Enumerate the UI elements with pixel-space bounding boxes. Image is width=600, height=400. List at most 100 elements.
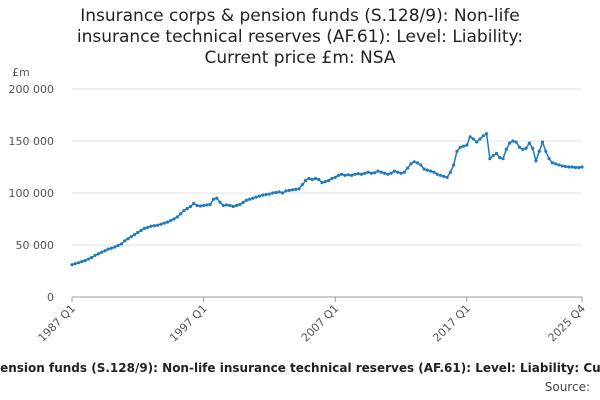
data-point bbox=[373, 171, 377, 175]
data-point bbox=[165, 220, 170, 224]
data-point bbox=[211, 197, 216, 201]
data-point bbox=[254, 195, 258, 199]
data-point bbox=[113, 245, 117, 249]
data-point bbox=[320, 181, 324, 185]
data-point bbox=[96, 252, 100, 256]
data-point bbox=[458, 145, 462, 149]
data-point bbox=[340, 172, 344, 176]
data-point bbox=[205, 203, 209, 207]
data-point bbox=[452, 163, 456, 167]
data-point bbox=[534, 159, 538, 163]
data-point bbox=[123, 239, 127, 243]
data-point bbox=[93, 253, 97, 257]
data-point bbox=[136, 230, 140, 235]
data-point bbox=[327, 178, 331, 183]
y-tick-label: 0 bbox=[47, 291, 54, 304]
data-point bbox=[182, 209, 186, 213]
data-point bbox=[540, 140, 545, 144]
data-point bbox=[445, 175, 449, 179]
x-tick-label: 1987 Q1 bbox=[36, 302, 79, 345]
data-point bbox=[554, 162, 558, 166]
data-point bbox=[192, 201, 196, 205]
data-point bbox=[363, 171, 367, 175]
data-point bbox=[126, 237, 130, 241]
data-point bbox=[290, 188, 295, 192]
data-point bbox=[514, 140, 518, 144]
data-point bbox=[310, 177, 314, 182]
data-point bbox=[284, 189, 288, 193]
data-point bbox=[333, 175, 337, 179]
data-point bbox=[465, 143, 469, 147]
data-point bbox=[300, 183, 304, 187]
source: Source: bbox=[544, 380, 590, 394]
data-point bbox=[547, 157, 551, 161]
data-point bbox=[251, 196, 255, 200]
y-tick-label: 150 000 bbox=[9, 135, 55, 148]
data-point bbox=[435, 172, 439, 176]
data-point bbox=[577, 165, 581, 170]
data-point bbox=[537, 149, 541, 153]
caption-text: Insurance corps & pension funds (S.128/9… bbox=[0, 361, 600, 375]
data-point bbox=[560, 164, 564, 168]
data-point bbox=[366, 170, 370, 174]
data-point bbox=[106, 247, 110, 251]
data-point bbox=[257, 194, 262, 198]
data-point bbox=[330, 176, 334, 181]
data-point bbox=[544, 149, 548, 153]
data-point bbox=[313, 176, 318, 181]
data-point bbox=[198, 204, 202, 208]
data-point bbox=[422, 167, 426, 171]
data-point bbox=[195, 203, 199, 208]
data-point bbox=[425, 168, 429, 172]
data-point bbox=[511, 139, 515, 143]
data-point bbox=[228, 203, 232, 208]
data-point bbox=[396, 170, 400, 174]
data-point bbox=[494, 151, 499, 156]
data-point bbox=[484, 132, 489, 136]
data-point bbox=[359, 172, 364, 176]
data-point bbox=[73, 262, 77, 266]
data-point bbox=[432, 170, 436, 174]
data-point bbox=[215, 196, 219, 200]
data-point bbox=[336, 173, 341, 177]
data-point bbox=[188, 204, 193, 209]
data-point bbox=[109, 246, 114, 250]
data-point bbox=[353, 172, 357, 176]
data-point bbox=[491, 153, 495, 158]
data-point bbox=[376, 169, 380, 173]
y-unit: £m bbox=[12, 66, 30, 79]
data-point bbox=[100, 250, 104, 254]
data-point bbox=[175, 215, 179, 219]
data-point bbox=[116, 243, 120, 248]
data-point bbox=[488, 157, 492, 161]
data-point bbox=[280, 191, 285, 195]
data-point bbox=[570, 165, 574, 169]
data-point bbox=[501, 157, 505, 161]
data-point bbox=[580, 165, 584, 169]
data-point bbox=[139, 228, 143, 233]
data-point bbox=[234, 203, 239, 208]
data-point bbox=[412, 160, 416, 164]
data-point bbox=[461, 144, 466, 148]
data-point bbox=[90, 255, 94, 260]
data-point bbox=[415, 161, 420, 165]
data-point bbox=[346, 173, 350, 177]
data-point bbox=[80, 260, 84, 264]
data-point bbox=[172, 217, 176, 221]
data-point bbox=[527, 141, 531, 145]
data-point bbox=[471, 137, 476, 141]
data-point bbox=[304, 178, 308, 183]
data-point bbox=[132, 233, 137, 237]
x-tick-label: 2017 Q1 bbox=[430, 302, 473, 345]
data-point bbox=[155, 223, 160, 227]
data-point bbox=[406, 166, 410, 170]
data-point bbox=[521, 147, 525, 151]
data-point bbox=[455, 149, 459, 153]
data-point bbox=[162, 221, 166, 225]
data-point bbox=[274, 190, 278, 195]
chart-title: Insurance corps & pension funds (S.128/9… bbox=[76, 6, 524, 68]
data-point bbox=[261, 193, 265, 197]
data-point bbox=[429, 169, 433, 173]
data-point bbox=[356, 172, 360, 176]
data-point bbox=[244, 198, 248, 202]
